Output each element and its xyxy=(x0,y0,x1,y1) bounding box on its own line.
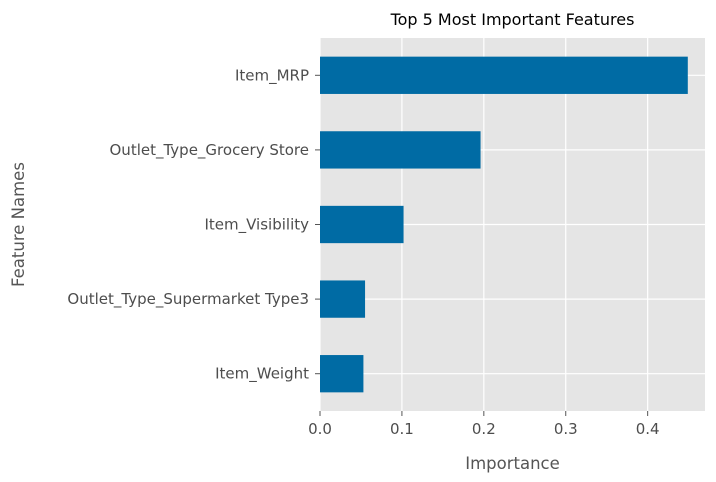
bar-outlet-type-grocery-store xyxy=(320,131,481,169)
y-tick-label: Item_MRP xyxy=(235,66,309,85)
bar-item-mrp xyxy=(320,56,688,94)
x-tick-label: 0.3 xyxy=(554,420,578,438)
y-tick-label: Item_Visibility xyxy=(204,216,309,235)
y-tick-label: Outlet_Type_Grocery Store xyxy=(110,141,310,160)
y-axis-ticks: Item_MRP Outlet_Type_Grocery Store Item_Vi… xyxy=(67,66,320,384)
x-tick-label: 0.1 xyxy=(390,420,414,438)
x-tick-label: 0.4 xyxy=(636,420,660,438)
x-axis-ticks: 0.0 0.1 0.2 0.3 0.4 xyxy=(308,411,660,438)
y-tick-label: Item_Weight xyxy=(215,365,309,384)
y-axis-label: Feature Names xyxy=(9,162,28,287)
x-tick-label: 0.2 xyxy=(472,420,496,438)
y-tick-label: Outlet_Type_Supermarket Type3 xyxy=(67,290,309,309)
bar-item-visibility xyxy=(320,205,404,244)
chart-title: Top 5 Most Important Features xyxy=(390,10,635,29)
bars xyxy=(320,56,688,393)
x-tick-label: 0.0 xyxy=(308,420,332,438)
bar-item-weight xyxy=(320,355,364,393)
x-axis-label: Importance xyxy=(465,454,560,473)
bar-outlet-type-supermarket-type3 xyxy=(320,280,366,318)
